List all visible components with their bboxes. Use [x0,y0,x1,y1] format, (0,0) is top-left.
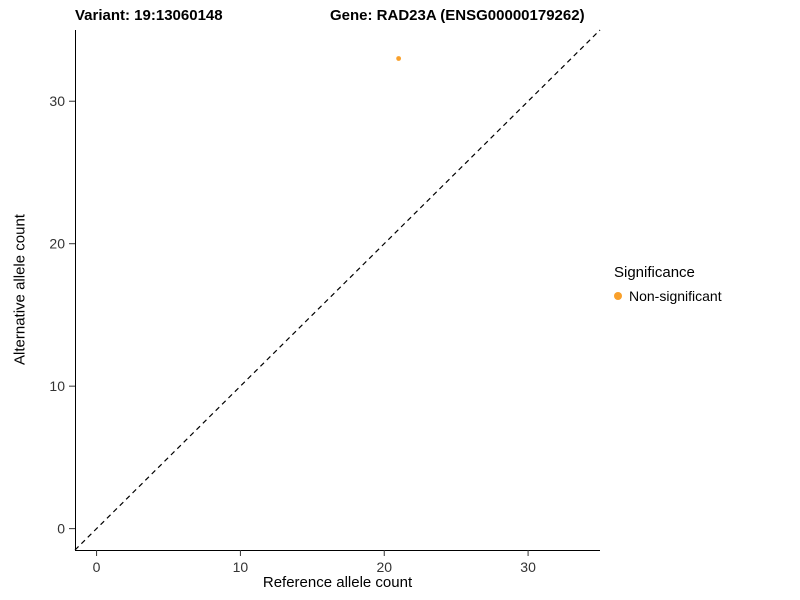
identity-line [74,29,601,551]
x-axis-label: Reference allele count [262,574,413,591]
legend-item: Non-significant [614,288,722,304]
y-axis-label: Alternative allele count [11,214,29,365]
y-tick-label: 30 [49,93,65,109]
data-point [396,56,402,61]
y-tick-label: 20 [49,236,65,252]
x-tick-label: 0 [93,559,101,575]
x-tick-label: 30 [520,559,536,575]
y-tick-label: 0 [57,521,65,537]
legend-title: Significance [614,264,695,281]
variant-title: Variant: 19:13060148 [75,7,223,24]
x-tick-label: 10 [233,559,249,575]
legend-item-label: Non-significant [629,288,722,304]
legend: Significance Non-significant [614,264,722,304]
y-tick-label: 10 [49,378,65,394]
legend-dot-icon [614,292,622,300]
x-tick-label: 20 [376,559,392,575]
gene-title: Gene: RAD23A (ENSG00000179262) [330,7,585,24]
